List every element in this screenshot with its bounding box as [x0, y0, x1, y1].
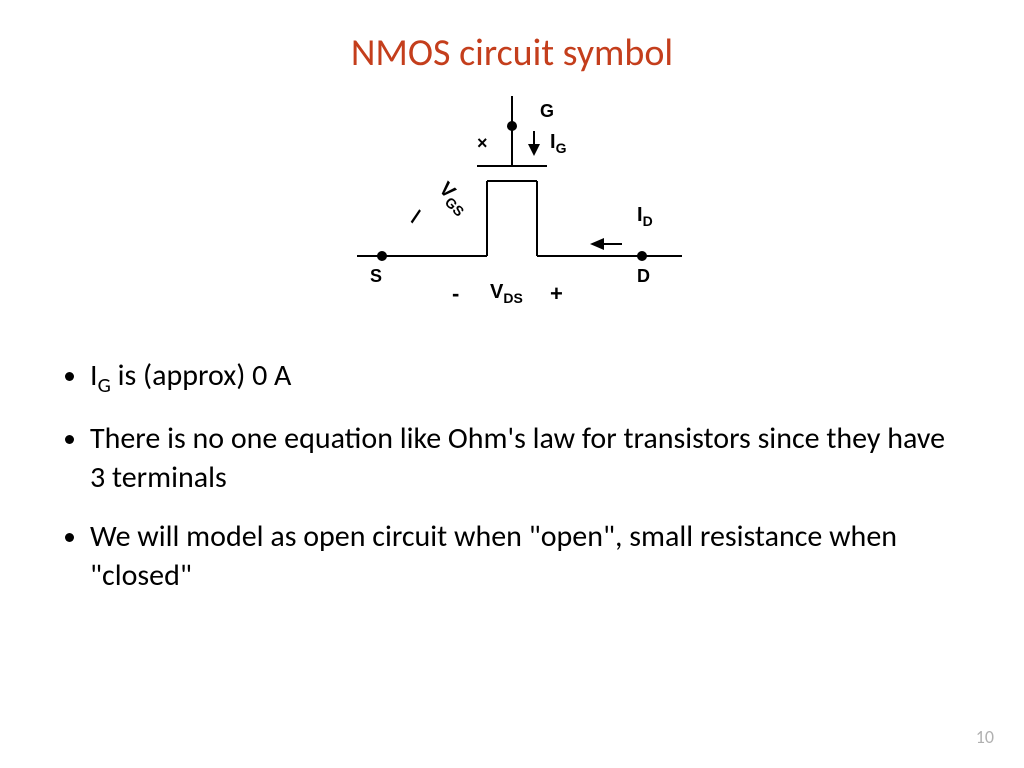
bullet-item: We will model as open circuit when "open…	[90, 517, 964, 595]
label-g: G	[540, 101, 554, 122]
bullet-item: There is no one equation like Ohm's law …	[90, 419, 964, 497]
label-id: ID	[637, 204, 653, 229]
label-plus: +	[550, 281, 563, 307]
label-s: S	[370, 266, 382, 287]
slide-title: NMOS circuit symbol	[0, 0, 1024, 76]
label-ig: IG	[550, 131, 566, 156]
label-minus: -	[452, 281, 459, 307]
label-x: ×	[477, 133, 488, 154]
page-number: 10	[976, 726, 994, 748]
bullet-list: IG is (approx) 0 A There is no one equat…	[0, 356, 1024, 595]
label-vds: VDS	[490, 281, 523, 306]
nmos-diagram: G IG × S D VGS \ ID - VDS +	[302, 96, 722, 346]
bullet-item: IG is (approx) 0 A	[90, 356, 964, 399]
label-d: D	[637, 266, 650, 287]
